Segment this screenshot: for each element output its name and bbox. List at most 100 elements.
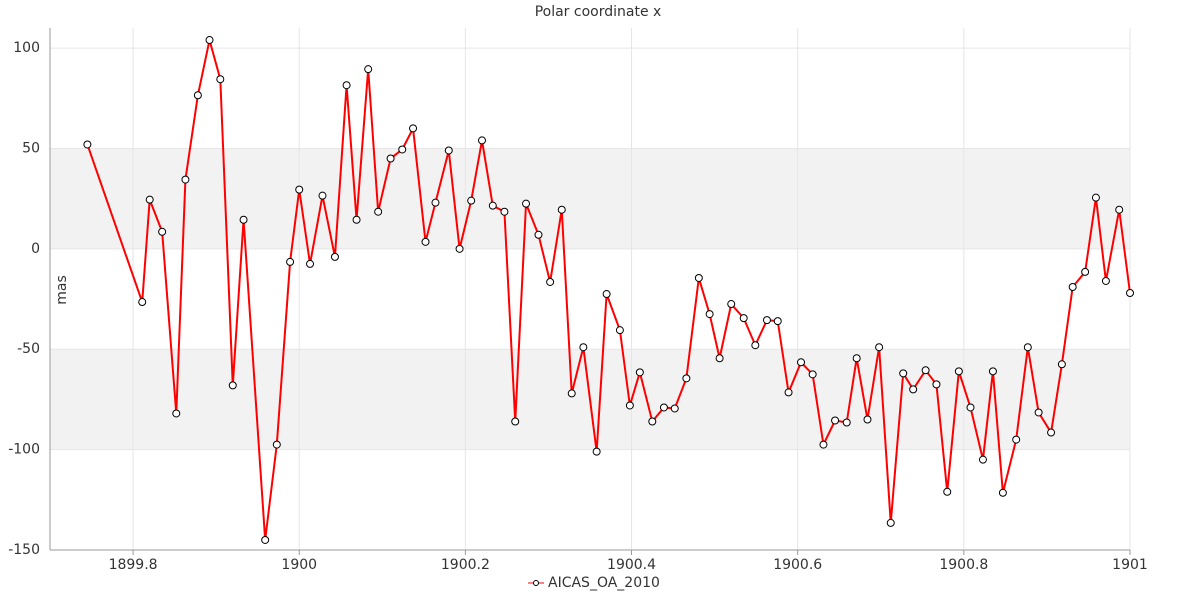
data-point <box>966 403 975 412</box>
data-point <box>193 91 202 100</box>
data-point <box>467 196 476 205</box>
data-point <box>398 145 407 154</box>
x-tick-label: 1899.8 <box>109 557 158 573</box>
x-tick-label: 1901 <box>1112 557 1148 573</box>
data-point <box>909 385 918 394</box>
data-point <box>727 300 736 309</box>
data-point <box>500 207 509 216</box>
data-point <box>875 343 884 352</box>
data-point <box>739 314 748 323</box>
data-point <box>954 367 963 376</box>
data-point <box>797 358 806 367</box>
data-point <box>842 418 851 427</box>
data-point <box>374 207 383 216</box>
data-point <box>1101 276 1110 285</box>
data-point <box>1047 428 1056 437</box>
data-point <box>295 185 304 194</box>
x-tick-label: 1900.8 <box>939 557 988 573</box>
data-point <box>444 146 453 155</box>
data-point <box>819 440 828 449</box>
data-point <box>386 154 395 163</box>
y-axis-label: mas <box>54 275 70 305</box>
data-point <box>1081 267 1090 276</box>
y-tick-label: -150 <box>8 542 40 558</box>
data-point <box>431 198 440 207</box>
data-point <box>1068 282 1077 291</box>
data-point <box>342 81 351 90</box>
data-point <box>602 290 611 299</box>
data-point <box>784 388 793 397</box>
data-point <box>1091 193 1100 202</box>
data-point <box>682 374 691 383</box>
y-tick-label: 0 <box>31 241 40 257</box>
data-point <box>352 215 361 224</box>
y-tick-label: 100 <box>13 40 40 56</box>
data-point <box>899 369 908 378</box>
data-point <box>172 409 181 418</box>
data-point <box>511 417 520 426</box>
data-point <box>158 227 167 236</box>
data-point <box>478 136 486 145</box>
data-point <box>1023 343 1032 352</box>
data-point <box>1115 205 1124 214</box>
data-point <box>364 65 373 74</box>
legend-label[interactable]: AICAS_OA_2010 <box>548 575 660 591</box>
data-point <box>1034 408 1043 417</box>
data-point <box>943 487 952 496</box>
plot-background <box>50 148 1130 450</box>
data-point <box>239 215 248 224</box>
data-point <box>762 316 771 325</box>
legend-symbol <box>533 580 539 586</box>
data-point <box>286 257 295 266</box>
data-point <box>932 380 941 389</box>
data-point <box>216 75 225 84</box>
data-point <box>863 415 872 424</box>
data-point <box>694 273 703 282</box>
data-point <box>808 370 817 379</box>
data-point <box>1126 289 1134 298</box>
data-point <box>659 403 668 412</box>
x-tick-label: 1900.2 <box>441 557 490 573</box>
data-point <box>625 401 634 410</box>
data-point <box>635 368 644 377</box>
data-point <box>546 277 555 286</box>
data-point <box>921 366 930 375</box>
data-point <box>272 440 281 449</box>
y-tick-label: -100 <box>8 442 40 458</box>
x-tick-label: 1900.4 <box>607 557 656 573</box>
data-point <box>557 205 566 214</box>
data-point <box>534 230 543 239</box>
data-point <box>715 354 724 363</box>
data-point <box>330 252 339 261</box>
data-point <box>488 201 497 210</box>
data-point <box>205 36 214 45</box>
data-point <box>831 416 840 425</box>
data-point <box>592 447 601 456</box>
series-line <box>86 39 1131 541</box>
data-point <box>138 298 147 307</box>
data-point <box>261 535 270 544</box>
data-point <box>773 317 782 326</box>
y-tick-label: 50 <box>22 140 40 156</box>
data-point <box>670 404 679 413</box>
data-point <box>421 237 430 246</box>
data-point <box>181 175 190 184</box>
data-point <box>522 199 531 208</box>
data-point <box>978 455 987 464</box>
data-point <box>1012 435 1021 444</box>
x-tick-label: 1900 <box>281 557 317 573</box>
data-point <box>988 367 997 376</box>
data-point <box>228 381 237 390</box>
data-point <box>705 310 714 319</box>
plot-band <box>50 148 1130 249</box>
data-point <box>409 124 418 133</box>
data-point <box>145 195 154 204</box>
data-point <box>306 259 315 268</box>
data-point <box>886 518 895 527</box>
x-tick-label: 1900.6 <box>773 557 822 573</box>
data-point <box>579 343 588 352</box>
data-point <box>852 354 861 363</box>
data-point <box>567 389 576 398</box>
data-point <box>998 488 1007 497</box>
